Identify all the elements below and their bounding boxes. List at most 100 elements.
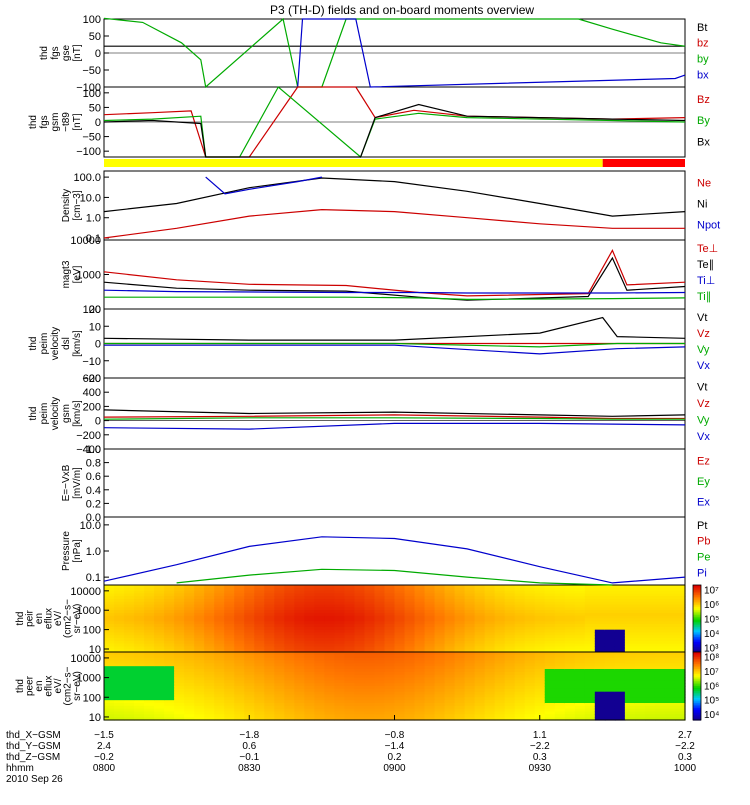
electron-spectrogram-cell: [174, 663, 185, 667]
electron-spectrogram-cell: [454, 703, 466, 707]
ion-spectrogram-cell: [524, 643, 536, 648]
electron-spectrogram-cell: [414, 671, 426, 676]
electron-spectrogram-cell: [254, 669, 265, 673]
electron-spectrogram-cell: [174, 697, 185, 701]
electron-spectrogram-cell: [114, 674, 125, 679]
electron-spectrogram-cell: [214, 700, 225, 704]
electron-spectrogram-cell: [304, 700, 315, 704]
ion-spectrogram-colorbar-step: [693, 648, 701, 651]
electron-spectrogram-colorbar-step: [693, 711, 701, 714]
ion-spectrogram-cell: [364, 638, 376, 642]
ion-spectrogram-cell: [424, 601, 436, 606]
electron-spectrogram-cell: [384, 705, 396, 710]
electron-spectrogram-cell: [274, 700, 285, 704]
electron-spectrogram-cell: [464, 700, 476, 704]
electron-spectrogram-cell: [624, 663, 636, 667]
ion-spectrogram-cell: [544, 646, 556, 650]
ion-spectrogram-cell: [494, 612, 506, 617]
electron-spectrogram-cell: [224, 714, 235, 718]
ion-spectrogram-cell: [654, 612, 666, 617]
electron-spectrogram-cell: [624, 669, 636, 673]
electron-spectrogram-cell: [574, 686, 586, 690]
ion-spectrogram-cell: [624, 590, 636, 594]
ion-spectrogram-cell: [634, 607, 646, 611]
electron-spectrogram-cell: [454, 711, 466, 715]
electron-spectrogram-cell: [514, 666, 526, 670]
ion-spectrogram-cell: [354, 646, 366, 650]
electron-spectrogram-cell: [384, 686, 396, 690]
ion-spectrogram-cell: [404, 598, 416, 603]
electron-spectrogram-cell: [534, 657, 546, 662]
ion-spectrogram-cell: [604, 615, 616, 620]
electron-spectrogram-cell: [344, 708, 356, 713]
electron-spectrogram-cell: [134, 674, 145, 679]
electron-spectrogram-cell: [624, 711, 636, 715]
electron-spectrogram-cell: [354, 671, 366, 676]
ion-spectrogram-cell: [514, 610, 526, 614]
electron-spectrogram-cell: [164, 660, 175, 664]
electron-spectrogram-cell: [144, 674, 155, 679]
electron-spectrogram-cell: [284, 714, 295, 718]
ion-spectrogram-cell: [184, 626, 195, 631]
ion-spectrogram-cell: [304, 635, 315, 639]
electron-spectrogram-cell: [114, 654, 125, 659]
electron-spectrogram-cell: [254, 688, 265, 693]
electron-spectrogram-cell: [494, 671, 506, 676]
ion-spectrogram-cell: [314, 598, 325, 603]
electron-spectrogram-cell: [234, 705, 245, 710]
ion-spectrogram-cell: [504, 621, 516, 625]
ion-spectrogram-cell: [634, 618, 646, 622]
electron-spectrogram-cell: [324, 705, 335, 710]
ion-spectrogram-cell: [654, 590, 666, 594]
electron-spectrogram-cell: [164, 708, 175, 713]
ion-spectrogram-cell: [374, 590, 386, 594]
electron-spectrogram-cell: [504, 677, 516, 681]
ion-spectrogram-cell: [674, 598, 686, 603]
ion-spectrogram-cell: [154, 638, 165, 642]
ion-spectrogram-cell: [124, 638, 135, 642]
electron-spectrogram-cell: [354, 708, 366, 713]
ion-spectrogram-cell: [354, 610, 366, 614]
ion-spectrogram-cell: [354, 649, 366, 653]
electron-spectrogram-cell: [364, 654, 376, 659]
electron-spectrogram-cell: [534, 697, 546, 701]
ion-spectrogram-cell: [564, 643, 576, 648]
ion-spectrogram-cell: [274, 596, 285, 600]
ion-spectrogram-cell: [344, 618, 356, 622]
ion-spectrogram-cell: [464, 643, 476, 648]
electron-spectrogram-cell: [324, 680, 335, 684]
electron-spectrogram-colorbar-step: [693, 697, 701, 701]
ion-spectrogram-cell: [374, 638, 386, 642]
ion-spectrogram-cell: [144, 601, 155, 606]
electron-spectrogram-cell: [574, 703, 586, 707]
electron-spectrogram-cell: [674, 666, 686, 670]
electron-spectrogram-cell: [244, 691, 255, 696]
electron-spectrogram-cell: [154, 711, 165, 715]
electron-spectrogram-cell: [204, 669, 215, 673]
electron-spectrogram-cell: [434, 691, 446, 696]
electron-spectrogram-cell: [154, 694, 165, 698]
ion-spectrogram-cell: [634, 635, 646, 639]
ion-spectrogram-cell: [314, 624, 325, 628]
ion-spectrogram-cell: [154, 643, 165, 648]
fgs-gsm-ylabel-line: −t89: [61, 112, 72, 132]
electron-spectrogram-cell: [184, 663, 195, 667]
ion-spectrogram-cell: [304, 607, 315, 611]
electron-spectrogram-cell: [644, 705, 656, 710]
fgs-gsm-ylabel-line: fgs: [39, 115, 50, 128]
electron-spectrogram-cell: [584, 705, 596, 710]
electron-spectrogram-cell: [464, 683, 476, 687]
electron-spectrogram-cell: [324, 660, 335, 664]
ion-spectrogram-cell: [154, 635, 165, 639]
ion-spectrogram-colorbar-step: [693, 645, 701, 648]
ion-spectrogram-cell: [154, 629, 165, 634]
ion-spectrogram-cell: [124, 646, 135, 650]
ion-spectrogram-cell: [584, 624, 596, 628]
electron-spectrogram-colorbar-step: [693, 657, 701, 660]
density-ytick-label: 10.0: [80, 192, 101, 204]
ion-spectrogram-cell: [474, 649, 486, 653]
ion-spectrogram-cell: [294, 596, 305, 600]
electron-spectrogram-cell: [214, 711, 225, 715]
ion-spectrogram-cell: [184, 646, 195, 650]
ion-spectrogram-cell: [394, 626, 406, 631]
